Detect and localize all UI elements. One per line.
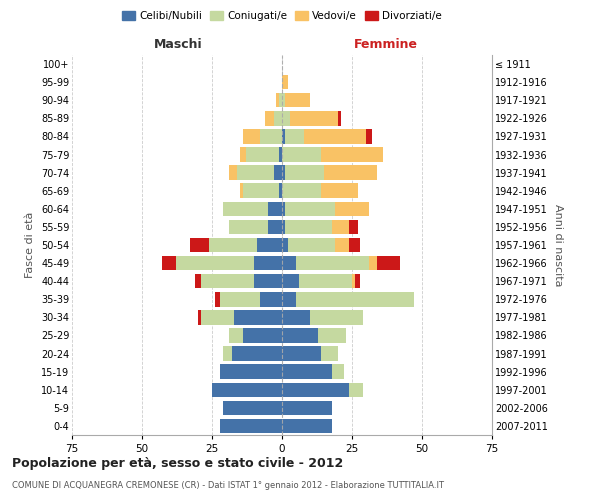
Y-axis label: Anni di nascita: Anni di nascita bbox=[553, 204, 563, 286]
Bar bbox=[274, 111, 282, 126]
Bar bbox=[299, 274, 352, 288]
Bar bbox=[296, 256, 369, 270]
Bar bbox=[282, 75, 287, 90]
Bar bbox=[282, 256, 296, 270]
Bar bbox=[229, 328, 243, 342]
Bar bbox=[282, 346, 321, 361]
Bar bbox=[296, 292, 413, 306]
Bar bbox=[282, 418, 332, 433]
Bar bbox=[349, 382, 363, 397]
Bar bbox=[229, 166, 237, 180]
Bar bbox=[243, 184, 279, 198]
Bar bbox=[279, 184, 282, 198]
Bar bbox=[282, 111, 290, 126]
Bar bbox=[195, 274, 201, 288]
Bar bbox=[377, 256, 400, 270]
Bar bbox=[243, 129, 260, 144]
Bar bbox=[245, 148, 279, 162]
Bar bbox=[176, 256, 254, 270]
Bar bbox=[161, 256, 176, 270]
Bar bbox=[321, 148, 383, 162]
Bar bbox=[260, 292, 282, 306]
Bar bbox=[235, 310, 282, 324]
Bar bbox=[220, 418, 282, 433]
Bar bbox=[254, 256, 282, 270]
Bar bbox=[268, 202, 282, 216]
Bar bbox=[304, 129, 366, 144]
Bar bbox=[220, 364, 282, 379]
Bar bbox=[369, 256, 377, 270]
Bar bbox=[201, 274, 254, 288]
Bar bbox=[366, 129, 371, 144]
Bar bbox=[282, 292, 296, 306]
Bar bbox=[332, 364, 344, 379]
Bar bbox=[282, 166, 285, 180]
Bar bbox=[254, 274, 282, 288]
Bar bbox=[321, 346, 338, 361]
Bar bbox=[237, 166, 274, 180]
Bar bbox=[223, 202, 268, 216]
Text: Femmine: Femmine bbox=[353, 38, 418, 52]
Bar bbox=[285, 220, 332, 234]
Bar bbox=[229, 220, 268, 234]
Bar bbox=[212, 382, 282, 397]
Bar bbox=[310, 310, 363, 324]
Bar bbox=[223, 346, 232, 361]
Bar bbox=[349, 220, 358, 234]
Bar bbox=[282, 274, 299, 288]
Bar bbox=[274, 166, 282, 180]
Bar bbox=[282, 220, 285, 234]
Bar bbox=[190, 238, 209, 252]
Bar bbox=[335, 238, 349, 252]
Bar bbox=[240, 184, 243, 198]
Bar bbox=[232, 346, 282, 361]
Bar bbox=[324, 166, 377, 180]
Bar bbox=[282, 400, 332, 415]
Bar bbox=[352, 274, 355, 288]
Bar bbox=[282, 328, 319, 342]
Bar bbox=[265, 111, 274, 126]
Bar bbox=[285, 202, 335, 216]
Bar bbox=[201, 310, 235, 324]
Bar bbox=[223, 400, 282, 415]
Bar bbox=[240, 148, 245, 162]
Bar bbox=[319, 328, 346, 342]
Bar bbox=[321, 184, 358, 198]
Text: COMUNE DI ACQUANEGRA CREMONESE (CR) - Dati ISTAT 1° gennaio 2012 - Elaborazione : COMUNE DI ACQUANEGRA CREMONESE (CR) - Da… bbox=[12, 481, 444, 490]
Bar bbox=[277, 93, 279, 108]
Bar bbox=[198, 310, 201, 324]
Bar bbox=[282, 184, 321, 198]
Bar bbox=[257, 238, 282, 252]
Bar bbox=[243, 328, 282, 342]
Bar bbox=[279, 93, 282, 108]
Bar bbox=[282, 382, 349, 397]
Bar bbox=[279, 148, 282, 162]
Bar bbox=[282, 310, 310, 324]
Bar bbox=[335, 202, 369, 216]
Bar bbox=[338, 111, 341, 126]
Bar bbox=[355, 274, 361, 288]
Text: Maschi: Maschi bbox=[154, 38, 203, 52]
Bar bbox=[332, 220, 349, 234]
Bar bbox=[282, 129, 285, 144]
Bar bbox=[268, 220, 282, 234]
Bar bbox=[282, 238, 287, 252]
Bar bbox=[285, 93, 310, 108]
Bar bbox=[349, 238, 361, 252]
Bar bbox=[282, 364, 332, 379]
Bar bbox=[287, 238, 335, 252]
Y-axis label: Fasce di età: Fasce di età bbox=[25, 212, 35, 278]
Bar bbox=[215, 292, 220, 306]
Bar bbox=[209, 238, 257, 252]
Bar bbox=[285, 166, 324, 180]
Bar bbox=[220, 292, 260, 306]
Bar bbox=[285, 129, 304, 144]
Bar bbox=[260, 129, 282, 144]
Bar bbox=[282, 202, 285, 216]
Bar bbox=[290, 111, 338, 126]
Legend: Celibi/Nubili, Coniugati/e, Vedovi/e, Divorziati/e: Celibi/Nubili, Coniugati/e, Vedovi/e, Di… bbox=[119, 8, 445, 24]
Bar bbox=[282, 93, 285, 108]
Bar bbox=[282, 148, 321, 162]
Text: Popolazione per età, sesso e stato civile - 2012: Popolazione per età, sesso e stato civil… bbox=[12, 458, 343, 470]
